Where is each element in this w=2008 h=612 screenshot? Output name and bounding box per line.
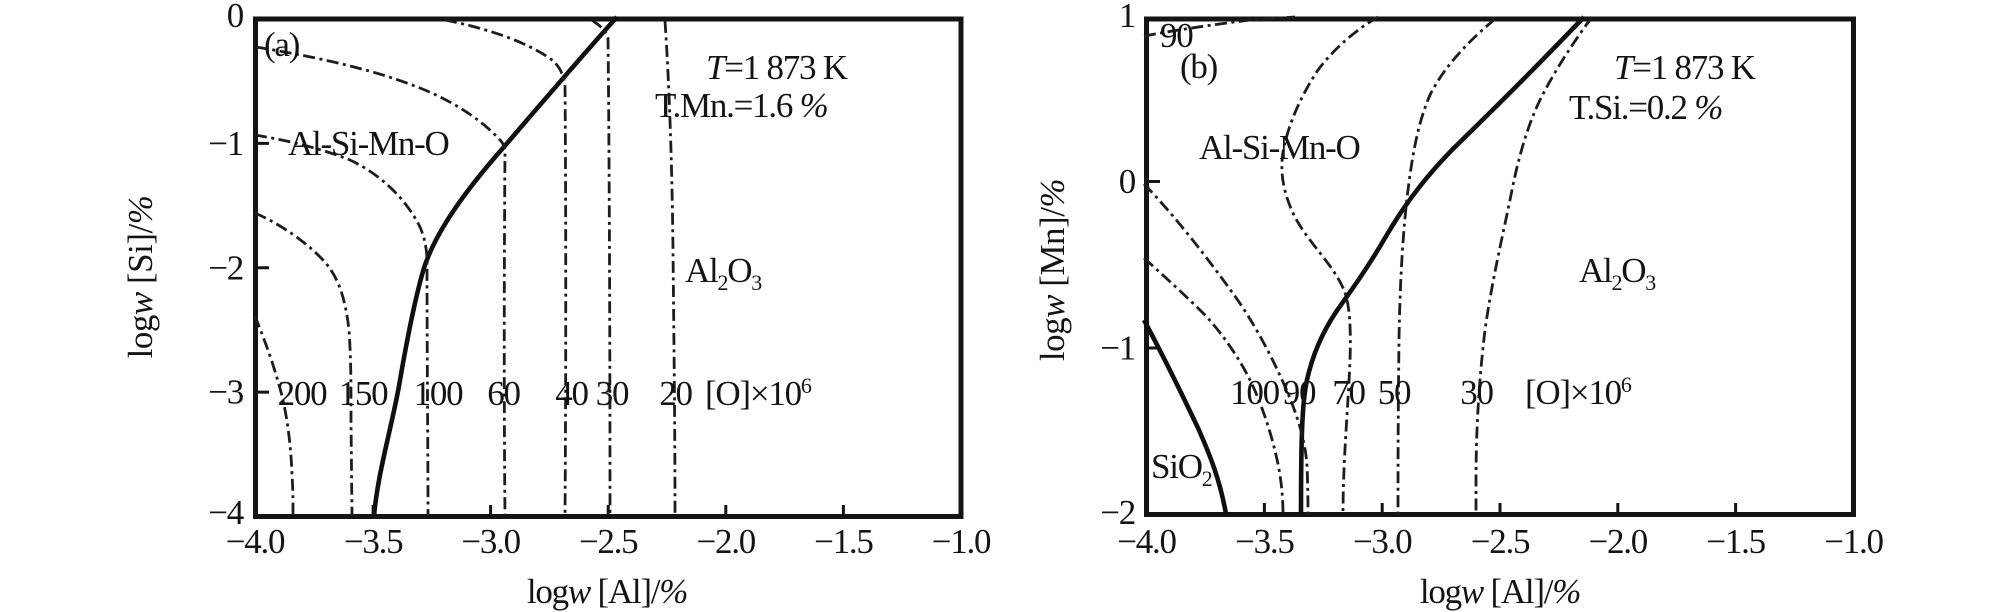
svg-text:100: 100 [414, 374, 464, 413]
svg-text:T=1 873 K: T=1 873 K [1614, 48, 1756, 87]
svg-text:Al-Si-Mn-O: Al-Si-Mn-O [1199, 128, 1360, 167]
svg-text:Al-Si-Mn-O: Al-Si-Mn-O [288, 124, 449, 163]
svg-text:1: 1 [1119, 0, 1135, 35]
svg-text:30: 30 [1460, 373, 1493, 412]
svg-text:−2.0: −2.0 [697, 522, 756, 561]
svg-text:logw [Si]/%: logw [Si]/% [121, 196, 160, 359]
svg-text:T.Mn.=1.6 %: T.Mn.=1.6 % [655, 86, 828, 125]
svg-text:−2.5: −2.5 [579, 522, 638, 561]
svg-text:50: 50 [1378, 373, 1411, 412]
svg-text:(b): (b) [1180, 47, 1218, 86]
svg-text:40: 40 [555, 374, 588, 413]
svg-text:100: 100 [1230, 373, 1280, 412]
svg-text:−2.0: −2.0 [1589, 522, 1648, 561]
svg-text:logw [Al]/%: logw [Al]/% [1420, 572, 1580, 611]
svg-text:T=1 873 K: T=1 873 K [706, 48, 848, 87]
svg-text:−1: −1 [208, 124, 243, 163]
svg-text:logw [Mn]/%: logw [Mn]/% [1033, 179, 1072, 361]
svg-text:150: 150 [339, 374, 389, 413]
svg-text:−2: −2 [1100, 493, 1135, 532]
svg-text:90: 90 [1283, 373, 1316, 412]
svg-text:70: 70 [1332, 373, 1365, 412]
svg-text:T.Si.=0.2 %: T.Si.=0.2 % [1569, 88, 1722, 127]
svg-text:−3.5: −3.5 [1235, 522, 1294, 561]
svg-text:−3.0: −3.0 [1353, 522, 1412, 561]
svg-text:[O]×106: [O]×106 [705, 373, 812, 413]
svg-text:−1.0: −1.0 [1824, 522, 1883, 561]
svg-text:[O]×106: [O]×106 [1525, 372, 1632, 412]
svg-text:−3: −3 [208, 373, 243, 412]
svg-text:−1.5: −1.5 [1706, 522, 1765, 561]
svg-text:90: 90 [1160, 16, 1193, 55]
svg-text:−2.5: −2.5 [1471, 522, 1530, 561]
svg-text:−4: −4 [208, 493, 243, 532]
svg-text:−3.5: −3.5 [344, 522, 403, 561]
svg-text:60: 60 [487, 374, 520, 413]
svg-text:30: 30 [596, 374, 629, 413]
svg-text:−4.0: −4.0 [226, 522, 285, 561]
svg-text:−2: −2 [208, 248, 243, 287]
svg-text:0: 0 [1119, 162, 1136, 201]
svg-text:200: 200 [278, 374, 328, 413]
svg-text:−1.5: −1.5 [814, 522, 873, 561]
svg-text:Al2O3: Al2O3 [1579, 251, 1656, 295]
svg-text:20: 20 [659, 374, 692, 413]
svg-text:−4.0: −4.0 [1117, 522, 1176, 561]
svg-text:−1: −1 [1100, 329, 1135, 368]
svg-text:−3.0: −3.0 [461, 522, 520, 561]
svg-text:logw [Al]/%: logw [Al]/% [527, 572, 687, 611]
svg-text:0: 0 [227, 0, 244, 35]
svg-text:−1.0: −1.0 [932, 522, 991, 561]
svg-text:(a): (a) [264, 25, 300, 64]
